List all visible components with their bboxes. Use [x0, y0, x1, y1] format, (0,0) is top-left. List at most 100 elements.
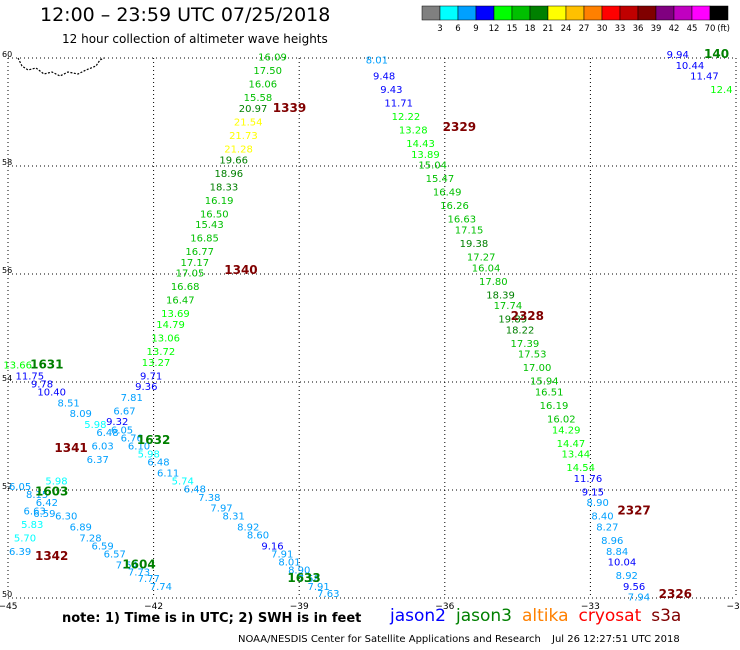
wave-height-value: 6.11	[157, 469, 179, 480]
wave-height-value: 7.74	[150, 582, 172, 593]
wave-height-value: 16.06	[248, 80, 277, 91]
legend-label: 33	[615, 24, 626, 34]
wave-height-value: 18.22	[506, 325, 535, 336]
legend-label: 36	[633, 24, 644, 34]
wave-height-value: 7.63	[317, 589, 339, 600]
pass-time-label: 2327	[617, 503, 650, 517]
wave-height-value: 21.28	[224, 145, 253, 156]
wave-height-value: 17.50	[253, 66, 282, 77]
legend-label: 45	[687, 24, 698, 34]
wave-height-value: 9.94	[667, 50, 689, 61]
pass-time-label: 1340	[224, 263, 257, 277]
map-title: 12:00 – 23:59 UTC 07/25/2018	[40, 4, 331, 26]
wave-height-value: 11.75	[16, 371, 45, 382]
wave-height-value: 16.50	[200, 209, 229, 220]
lon-tick-label: −33	[581, 602, 600, 612]
wave-height-value: 17.15	[455, 226, 484, 237]
wave-height-value: 9.16	[261, 541, 283, 552]
lon-tick-label: −36	[435, 602, 454, 612]
pass-time-label: 1633	[287, 571, 320, 585]
legend-label: 9	[473, 24, 478, 34]
pass-time-label: 1631	[30, 358, 63, 372]
lat-tick-label: 52	[2, 482, 12, 491]
wave-height-value: 7.91	[271, 550, 293, 561]
legend-label: 18	[525, 24, 536, 34]
wave-height-value: 8.27	[596, 523, 618, 534]
wave-height-value: 6.48	[184, 485, 206, 496]
wave-height-value: 9.56	[623, 582, 645, 593]
wave-height-value: 13.89	[411, 150, 440, 161]
wave-height-value: 16.04	[472, 263, 501, 274]
wave-height-value: 16.63	[447, 215, 476, 226]
wave-height-value: 8.15	[26, 490, 48, 501]
wave-height-value: 6.10	[128, 442, 150, 453]
lat-tick-label: 58	[2, 158, 12, 167]
wave-height-value: 10.40	[37, 388, 66, 399]
wave-height-value: 5.98	[45, 477, 67, 488]
wave-height-value: 13.28	[399, 126, 428, 137]
wave-height-value: 5.83	[21, 520, 43, 531]
wave-height-value: 9.32	[106, 417, 128, 428]
wave-height-value: 15.58	[244, 93, 273, 104]
wave-height-value: 17.27	[467, 253, 496, 264]
wave-height-value: 16.26	[440, 201, 469, 212]
wave-height-value: 9.15	[582, 487, 604, 498]
wave-height-value: 15.43	[195, 220, 224, 231]
wave-height-value: 20.97	[239, 104, 268, 115]
lon-tick-label: −45	[0, 602, 18, 612]
wave-height-value: 16.85	[190, 234, 219, 245]
generation-timestamp: Jul 26 12:27:51 UTC 2018	[552, 634, 680, 645]
legend-label: 21	[543, 24, 554, 34]
wave-height-value: 19.89	[498, 315, 527, 326]
wave-height-value: 17.39	[511, 339, 540, 350]
pass-time-label: 1603	[35, 484, 68, 498]
wave-height-value: 13.69	[161, 309, 190, 320]
wave-height-value: 6.03	[92, 442, 114, 453]
legend-label: 6	[455, 24, 460, 34]
wave-height-value: 21.54	[234, 118, 263, 129]
wave-height-value: 7.77	[138, 574, 160, 585]
wave-height-value: 15.04	[418, 161, 447, 172]
legend-label: 12	[489, 24, 500, 34]
mission-jason2: jason2	[390, 606, 446, 626]
mission-legend: jason2 jason3 altika cryosat s3a	[390, 606, 691, 626]
mission-altika: altika	[522, 606, 569, 626]
wave-height-value: 17.00	[523, 363, 552, 374]
wave-height-value: 5.74	[172, 477, 194, 488]
wave-height-value: 18.96	[215, 169, 244, 180]
wave-height-value: 8.60	[247, 531, 269, 542]
wave-height-value: 7.94	[628, 593, 650, 604]
wave-height-value: 12.22	[392, 112, 421, 123]
wave-height-value: 16.49	[433, 188, 462, 199]
wave-height-value: 11.76	[574, 474, 603, 485]
wave-height-value: 8.90	[587, 498, 609, 509]
wave-height-value: 8.92	[616, 571, 638, 582]
pass-time-label: 2329	[443, 120, 476, 134]
wave-height-value: 7.38	[198, 493, 220, 504]
wave-height-value: 13.44	[562, 450, 591, 461]
legend-label: 3	[437, 24, 442, 34]
wave-height-value: 6.59	[92, 541, 114, 552]
wave-height-value: 8.01	[366, 55, 388, 66]
wave-height-value: 10.44	[676, 61, 705, 72]
pass-time-label: 2328	[511, 309, 544, 323]
wave-height-value: 6.05	[111, 425, 133, 436]
wave-height-value: 16.47	[166, 296, 195, 307]
wave-height-value: 13.66	[3, 361, 32, 372]
wave-height-color-legend: 3 6 9 12 15 18 21 24 27 30 33 36 39 42 45 70 (ft)	[421, 5, 730, 34]
wave-height-value: 8.51	[58, 398, 80, 409]
wave-height-value: 11.71	[384, 99, 413, 110]
legend-label: 30	[597, 24, 608, 34]
wave-height-value: 19.66	[219, 155, 248, 166]
wave-height-value: 17.80	[479, 277, 508, 288]
wave-height-value: 6.48	[96, 428, 118, 439]
wave-height-value: 18.39	[486, 290, 515, 301]
legend-label: 24	[561, 24, 572, 34]
wave-height-value: 16.09	[258, 53, 287, 64]
wave-height-value: 6.67	[113, 406, 135, 417]
wave-height-value: 14.54	[566, 463, 595, 474]
wave-height-value: 16.68	[171, 282, 200, 293]
wave-height-value: 7.91	[307, 582, 329, 593]
